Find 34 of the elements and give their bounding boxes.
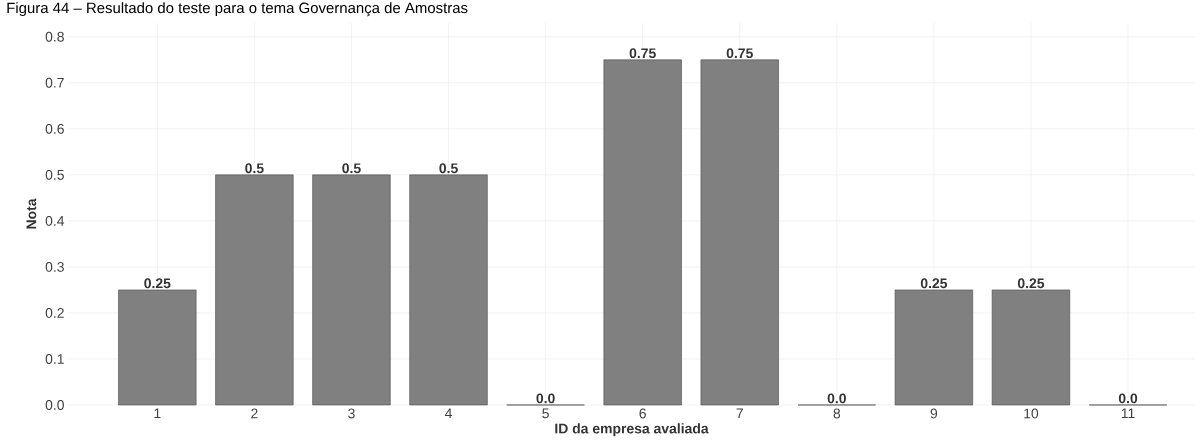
x-tick-label: 1 xyxy=(154,408,161,419)
text: 0.2 xyxy=(45,307,64,318)
data-label: 0.0 xyxy=(1118,393,1138,404)
chart-title: Figura 44 – Resultado do teste para o tema Governança de Amostras xyxy=(7,2,468,17)
x-tick-label: 7 xyxy=(736,408,743,419)
x-tick-label: 4 xyxy=(444,408,452,419)
text: 0.1 xyxy=(45,354,64,364)
data-label: 0.0 xyxy=(827,393,846,404)
x-tick-label: 6 xyxy=(639,408,646,419)
x-axis-title: ID da empresa avaliada xyxy=(555,423,709,437)
x-tick-label: 5 xyxy=(542,408,549,419)
data-label: 0.25 xyxy=(144,278,171,289)
data-label: 0.5 xyxy=(342,163,361,174)
x-tick-label: 3 xyxy=(348,408,355,419)
text: 0.3 xyxy=(45,261,64,272)
data-label: 0.75 xyxy=(726,48,753,59)
text: 0.7 xyxy=(45,77,64,88)
y-axis-title: Nota xyxy=(26,198,37,229)
data-label: 0.0 xyxy=(536,393,555,404)
text: 0.6 xyxy=(45,123,64,134)
text: 0.4 xyxy=(45,215,65,226)
text: 0.8 xyxy=(45,31,64,42)
data-label: 0.75 xyxy=(629,48,656,59)
data-label: 0.5 xyxy=(245,163,264,174)
data-label: 0.25 xyxy=(920,278,948,289)
x-tick-label: 8 xyxy=(833,408,841,419)
text: 0.5 xyxy=(45,169,64,180)
x-tick-label: 11 xyxy=(1121,408,1135,419)
x-tick-label: 10 xyxy=(1024,408,1039,419)
data-label: 0.25 xyxy=(1017,278,1045,289)
text: 0.0 xyxy=(45,400,64,410)
x-tick-label: 2 xyxy=(251,408,258,419)
data-label: 0.5 xyxy=(439,163,458,174)
x-tick-label: 9 xyxy=(930,408,938,419)
